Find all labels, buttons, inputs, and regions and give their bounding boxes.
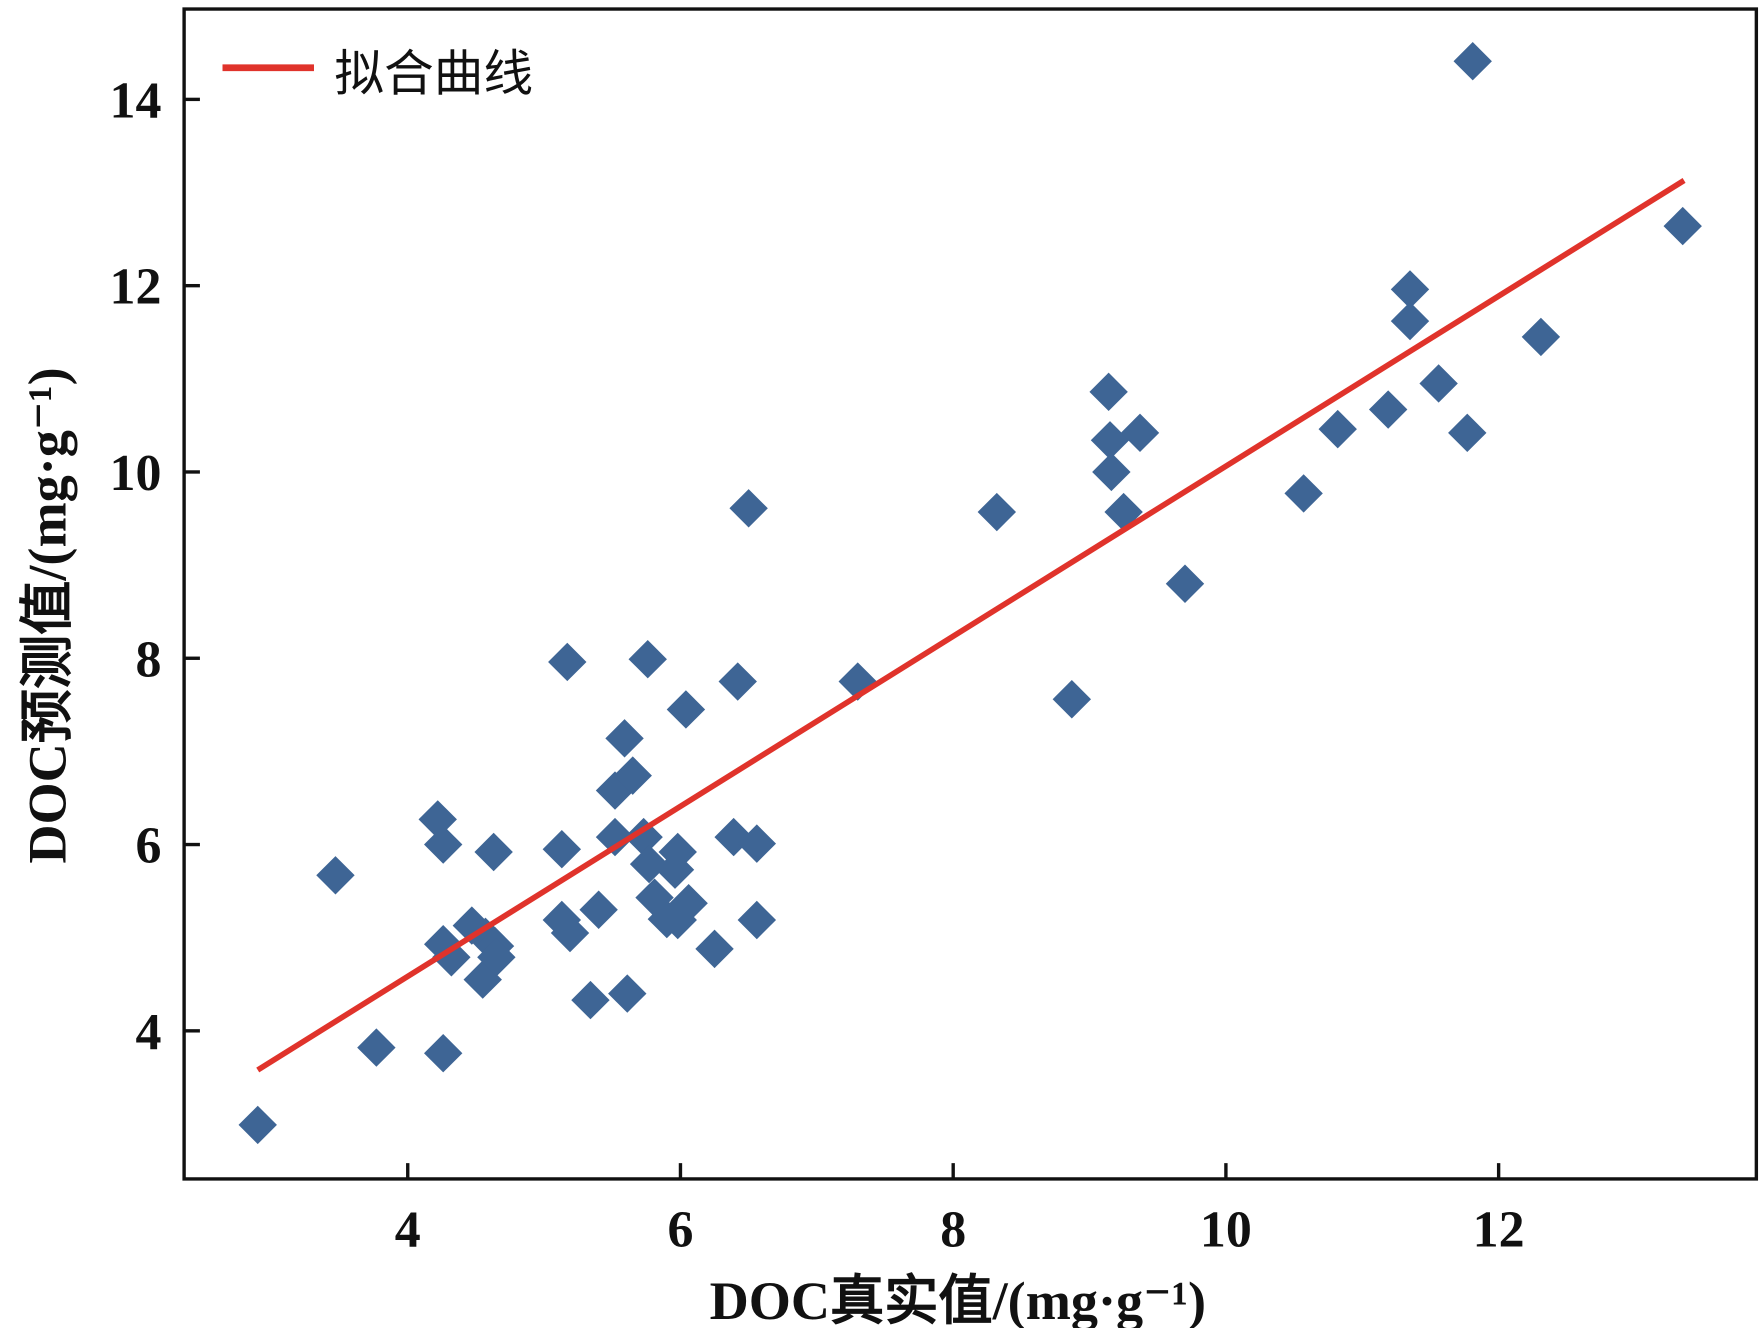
data-point [695, 929, 734, 969]
x-tick-label: 4 [395, 1202, 421, 1259]
data-point [1104, 492, 1143, 532]
data-point [316, 856, 355, 895]
y-tick-label: 6 [136, 818, 162, 875]
data-point [608, 974, 647, 1013]
data-point [737, 900, 777, 940]
y-tick-label: 14 [110, 72, 162, 129]
x-axis-title: DOC真实值/(mg·g⁻¹) [710, 1271, 1206, 1328]
y-tick-label: 10 [110, 445, 162, 502]
y-tick-label: 4 [136, 1004, 162, 1061]
data-point [548, 642, 587, 682]
data-point [1284, 474, 1323, 513]
data-point [1052, 680, 1092, 719]
x-tick-label: 8 [940, 1202, 966, 1259]
data-point [579, 890, 618, 929]
data-point [571, 980, 610, 1020]
y-tick-label: 12 [110, 259, 162, 316]
data-point [628, 639, 667, 679]
x-tick-label: 10 [1200, 1202, 1252, 1259]
data-point [542, 830, 582, 869]
x-tick-label: 12 [1473, 1202, 1525, 1259]
data-point [629, 844, 669, 884]
data-point [1092, 452, 1131, 492]
data-point [423, 825, 463, 864]
data-point [1663, 206, 1702, 246]
data-point [1165, 564, 1205, 603]
data-point [1368, 390, 1408, 429]
x-tick-label: 6 [667, 1202, 693, 1259]
legend: 拟合曲线 [222, 44, 533, 102]
data-point [624, 817, 663, 857]
data-point [418, 800, 457, 839]
data-point [474, 832, 513, 872]
data-point [1120, 413, 1160, 453]
plot-frame [182, 7, 1759, 1181]
y-tick-label: 8 [136, 631, 162, 688]
data-point [550, 913, 590, 953]
data-point [1521, 317, 1561, 357]
data-point [1090, 421, 1130, 460]
data-point [655, 850, 695, 889]
data-point [1089, 372, 1128, 412]
legend-label: 拟合曲线 [334, 44, 533, 102]
data-point [666, 690, 706, 729]
data-point [605, 719, 644, 758]
x-axis: 4 6 8 10 12 [395, 1163, 1525, 1259]
data-point [613, 756, 652, 795]
y-axis-title: DOC预测值/(mg·g⁻¹) [18, 367, 78, 863]
data-point [1390, 301, 1430, 341]
data-point [423, 1033, 463, 1073]
fit-line [256, 178, 1686, 1073]
data-point [1448, 413, 1487, 453]
data-point [1318, 409, 1357, 449]
data-point [1453, 41, 1492, 81]
data-point [729, 489, 768, 528]
data-point [669, 884, 708, 923]
data-point [718, 662, 757, 701]
data-point [977, 492, 1017, 532]
data-point [1419, 364, 1458, 403]
data-point [595, 817, 635, 857]
data-point [357, 1028, 396, 1067]
data-point [238, 1105, 277, 1145]
data-points [238, 41, 1702, 1145]
y-axis: 4 6 8 10 12 14 [110, 72, 200, 1061]
